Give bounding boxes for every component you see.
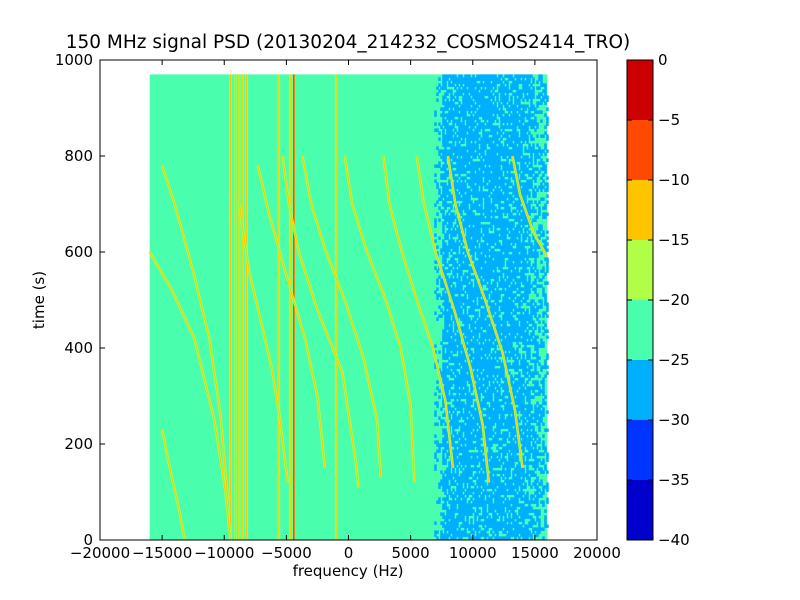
colorbar-tick-label-3: −15 — [658, 231, 690, 249]
x-tick-label-7: 15000 — [511, 544, 559, 562]
vertical-line-core-5 — [278, 74, 280, 540]
vertical-line-core-8 — [335, 74, 337, 540]
colorbar-segment-7 — [627, 60, 653, 120]
doppler-track-core-0 — [149, 251, 231, 540]
colorbar-segment-2 — [627, 360, 653, 420]
colorbar-tick-label-6: −30 — [658, 411, 690, 429]
x-tick-label-5: 5000 — [392, 544, 430, 562]
doppler-track-core-4 — [257, 165, 326, 469]
x-tick-label-4: 0 — [344, 544, 354, 562]
vertical-line-core-6 — [289, 74, 291, 540]
colorbar-segment-0 — [627, 480, 653, 540]
noise-band — [434, 74, 549, 540]
doppler-track-core-3 — [238, 203, 289, 483]
y-tick-label-0: 0 — [83, 531, 93, 549]
heatmap-area — [148, 74, 549, 540]
x-axis-label: frequency (Hz) — [293, 562, 404, 580]
x-tick-label-8: 20000 — [573, 544, 621, 562]
doppler-track-core-7 — [344, 155, 415, 483]
vertical-line-core-0 — [229, 74, 231, 540]
x-tick-label-6: 10000 — [449, 544, 497, 562]
x-tick-label-3: −5000 — [261, 544, 312, 562]
y-tick-label-1: 200 — [64, 435, 93, 453]
strong-carrier-line — [293, 74, 295, 540]
colorbar-segment-4 — [627, 240, 653, 300]
doppler-track-core-2 — [161, 429, 185, 540]
colorbar-segment-5 — [627, 180, 653, 240]
y-tick-label-5: 1000 — [55, 51, 93, 69]
doppler-track-core-8 — [382, 155, 454, 469]
x-tick-label-2: −10000 — [194, 544, 254, 562]
doppler-track-core-11 — [512, 155, 548, 258]
doppler-track-core-6 — [302, 155, 382, 478]
colorbar-tick-label-1: −5 — [658, 111, 680, 129]
vertical-line-core-3 — [242, 74, 244, 540]
colorbar-tick-label-0: 0 — [658, 51, 668, 69]
doppler-track-core-10 — [447, 155, 523, 469]
vertical-line-core-2 — [238, 74, 240, 540]
colorbar-tick-label-4: −20 — [658, 291, 690, 309]
colorbar-tick-label-7: −35 — [658, 471, 690, 489]
chart-title: 150 MHz signal PSD (20130204_214232_COSM… — [66, 32, 631, 53]
doppler-track-core-5 — [282, 155, 359, 488]
colorbar-tick-label-2: −10 — [658, 171, 690, 189]
y-axis-label: time (s) — [30, 271, 48, 329]
doppler-track-core-1 — [161, 165, 229, 502]
vertical-line-core-4 — [246, 74, 248, 540]
axis-ticks: −20000 −15000 −10000 −5000 0 5000 10000 15000 20… — [55, 51, 621, 562]
colorbar-tick-label-8: −40 — [658, 531, 690, 549]
x-tick-label-1: −15000 — [132, 544, 192, 562]
colorbar-tick-label-5: −25 — [658, 351, 690, 369]
y-tick-label-2: 400 — [64, 339, 93, 357]
doppler-track-core-9 — [416, 155, 490, 483]
vertical-line-core-1 — [234, 74, 236, 540]
y-tick-label-3: 600 — [64, 243, 93, 261]
colorbar-segment-1 — [627, 420, 653, 480]
colorbar-segment-3 — [627, 300, 653, 360]
y-tick-label-4: 800 — [64, 147, 93, 165]
x-tick-label-0: −20000 — [70, 544, 130, 562]
colorbar-segment-6 — [627, 120, 653, 180]
colorbar: 0 −5 −10 −15 −20 −25 −30 −35 −40 — [626, 51, 690, 549]
